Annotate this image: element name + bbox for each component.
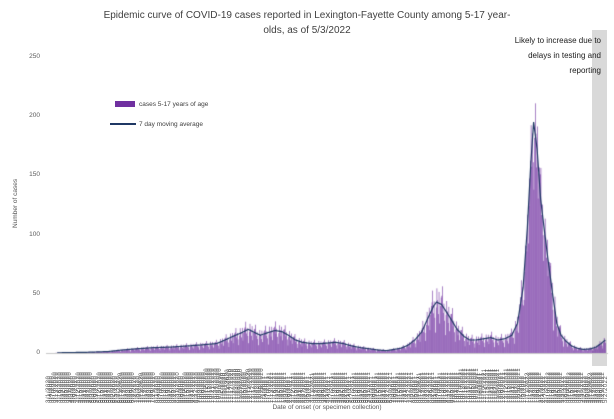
annotation-likely-to-increase: Likely to increase due to delays in test… <box>381 33 601 78</box>
x-axis-title: Date of onset (or specimen collection) <box>272 404 382 411</box>
chart-legend: cases 5-17 years of age 7 day moving ave… <box>110 94 208 134</box>
y-tick-label: 0 <box>36 349 40 356</box>
annotation-line2: delays in testing and <box>528 51 601 60</box>
annotation-line1: Likely to increase due to <box>514 36 601 45</box>
legend-item-moving-average: 7 day moving average <box>110 114 208 134</box>
line-series-label: 7 day moving average <box>139 120 203 128</box>
y-tick-label: 250 <box>29 53 40 60</box>
bar-series-label: cases 5-17 years of age <box>139 100 209 108</box>
y-tick-label: 150 <box>29 171 40 179</box>
x-tick-label: 5/2/2022 <box>602 375 609 403</box>
y-axis-title: Number of cases <box>12 178 19 228</box>
annotation-line3: reporting <box>569 66 601 75</box>
y-tick-label: 50 <box>32 289 40 297</box>
bar-series-swatch <box>115 101 135 107</box>
line-series-swatch <box>110 123 136 125</box>
y-tick-label: 100 <box>29 230 40 238</box>
legend-item-cases: cases 5-17 years of age <box>110 94 208 114</box>
y-tick-label: 200 <box>29 112 40 120</box>
